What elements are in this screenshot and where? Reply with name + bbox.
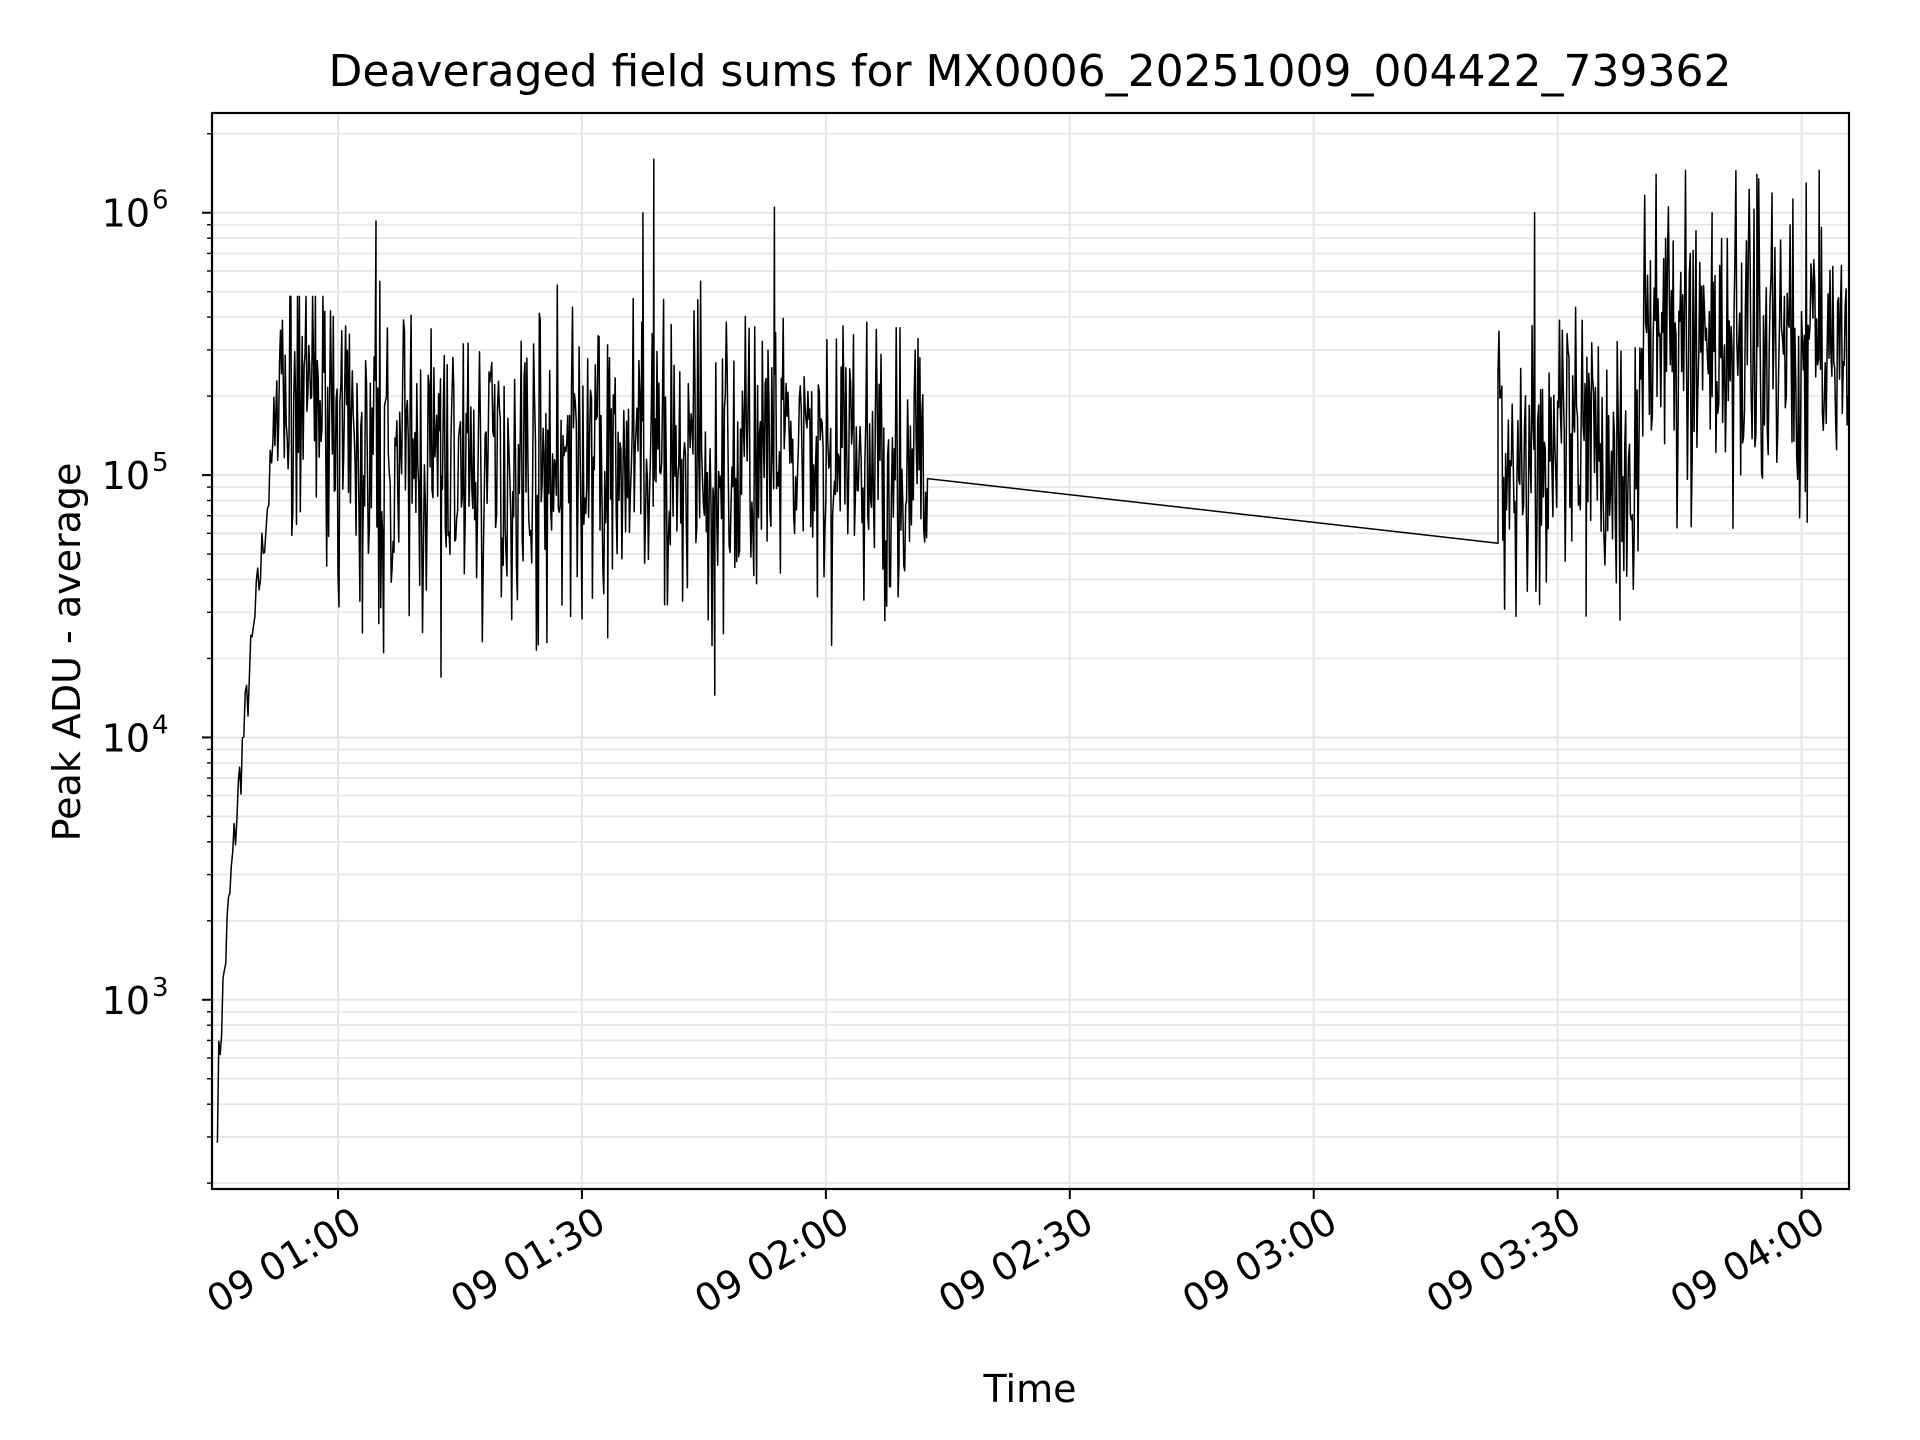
y-tick-label: 10 (102, 454, 150, 498)
chart-title: Deaveraged field sums for MX0006_2025100… (329, 46, 1732, 97)
y-axis-label: Peak ADU - average (45, 463, 89, 842)
y-tick-exponent: 3 (152, 973, 169, 1003)
y-tick-label: 10 (102, 979, 150, 1023)
y-tick-exponent: 6 (152, 186, 169, 216)
y-tick-exponent: 4 (152, 710, 169, 740)
series-line (216, 158, 1849, 1143)
grid (212, 113, 1849, 1189)
x-axis-label: Time (983, 1367, 1077, 1411)
y-tick-exponent: 5 (152, 448, 169, 478)
axes-frame (210, 111, 1851, 1191)
y-tick-label: 10 (102, 716, 150, 760)
series-layer (216, 158, 1849, 1143)
y-tick-label: 10 (102, 192, 150, 236)
